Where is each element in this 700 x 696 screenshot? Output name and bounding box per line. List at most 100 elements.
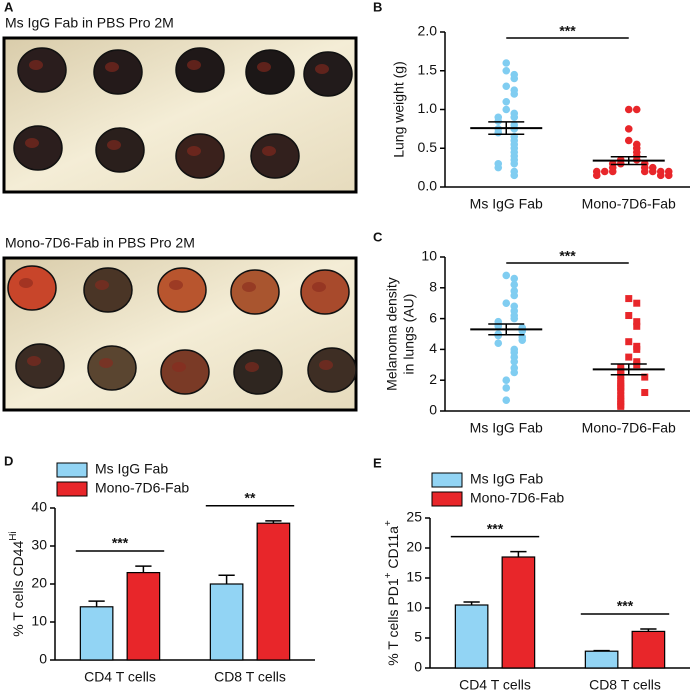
point xyxy=(510,291,519,300)
lung-spot xyxy=(29,60,43,70)
point xyxy=(641,373,649,381)
significance-label: *** xyxy=(617,598,634,614)
point xyxy=(494,331,503,340)
lung xyxy=(87,345,137,391)
lung-spot xyxy=(242,282,256,292)
point xyxy=(608,167,617,176)
point xyxy=(510,113,519,122)
panel-letter: A xyxy=(4,0,14,14)
significance-label: ** xyxy=(245,489,256,505)
y-axis-label-part: + xyxy=(383,572,394,578)
lung-spot xyxy=(169,280,183,290)
y-tick-label: 40 xyxy=(31,499,47,515)
point xyxy=(510,274,519,283)
point xyxy=(502,105,511,114)
point xyxy=(617,372,625,380)
y-tick-label: 15 xyxy=(406,569,422,585)
lung-spot xyxy=(27,356,41,366)
error-bar xyxy=(265,520,282,524)
lung-spot xyxy=(19,278,33,288)
point xyxy=(510,74,519,83)
lung-spot xyxy=(319,360,333,370)
point xyxy=(510,357,519,366)
lung-spot xyxy=(187,146,201,156)
legend-swatch xyxy=(56,462,88,478)
point xyxy=(510,171,519,180)
error-bar xyxy=(88,600,105,607)
y-tick-label: 30 xyxy=(31,537,47,553)
legend-label: Ms IgG Fab xyxy=(470,471,543,487)
bar xyxy=(209,583,244,661)
point xyxy=(494,339,503,348)
error-bar xyxy=(463,601,480,605)
point xyxy=(510,90,519,98)
significance-label: *** xyxy=(112,535,129,551)
y-tick-label: 10 xyxy=(406,599,422,615)
point xyxy=(625,353,633,361)
panel-letter: B xyxy=(373,0,382,14)
point xyxy=(510,280,519,289)
lung xyxy=(15,343,65,389)
lung-spot xyxy=(107,140,121,150)
point xyxy=(648,167,657,176)
lung xyxy=(95,127,145,173)
bar xyxy=(79,606,114,661)
point xyxy=(616,159,625,168)
y-tick-label: 10 xyxy=(421,248,437,264)
point xyxy=(502,59,511,67)
point xyxy=(640,167,649,176)
y-tick-label: 10 xyxy=(31,613,47,629)
y-tick-label: 5 xyxy=(414,629,422,645)
y-tick-label: 4 xyxy=(429,340,437,356)
y-tick-label: 2 xyxy=(429,371,437,387)
lung xyxy=(93,49,143,95)
point xyxy=(502,66,511,75)
point xyxy=(592,171,601,180)
lung-spot xyxy=(257,62,271,72)
x-tick-label: CD8 T cells xyxy=(589,677,661,693)
y-tick-label: 20 xyxy=(31,575,47,591)
y-tick-label: 8 xyxy=(429,279,437,295)
y-tick-label: 0 xyxy=(39,651,47,667)
lung xyxy=(175,133,225,179)
x-tick-label: CD4 T cells xyxy=(459,677,531,693)
lung xyxy=(303,51,353,97)
point xyxy=(633,318,641,326)
sem-bar xyxy=(610,156,647,166)
y-axis-label-part: % T cells CD44 xyxy=(10,541,26,637)
bar xyxy=(631,630,666,669)
point xyxy=(502,384,511,392)
lung-spot xyxy=(315,64,329,74)
panel-letter: D xyxy=(4,453,13,468)
point xyxy=(633,361,641,369)
lung xyxy=(307,347,357,393)
significance-label: *** xyxy=(559,248,576,264)
y-axis-label-part: CD11a xyxy=(385,526,401,573)
error-bar xyxy=(593,649,610,652)
y-axis-label: Melanoma density xyxy=(384,277,400,391)
point xyxy=(617,402,625,410)
lung xyxy=(17,47,67,93)
lung xyxy=(7,265,57,311)
point xyxy=(502,97,511,106)
lung xyxy=(300,269,350,315)
lung xyxy=(160,349,210,395)
lung xyxy=(245,49,295,95)
point xyxy=(502,271,511,280)
bar xyxy=(126,571,161,661)
y-tick-label: 1.5 xyxy=(418,61,438,77)
lung-spot xyxy=(187,60,201,70)
error-bar xyxy=(218,574,235,584)
point xyxy=(633,322,641,330)
point xyxy=(510,159,519,168)
bar xyxy=(584,650,619,669)
point xyxy=(656,171,665,180)
lung-spot xyxy=(105,62,119,72)
y-tick-label: 0.0 xyxy=(418,178,438,194)
lung xyxy=(233,349,283,395)
y-tick-label: 0 xyxy=(429,402,437,418)
y-axis-label-part: + xyxy=(383,520,394,526)
legend-swatch xyxy=(431,491,463,507)
lung-spot xyxy=(262,146,276,156)
